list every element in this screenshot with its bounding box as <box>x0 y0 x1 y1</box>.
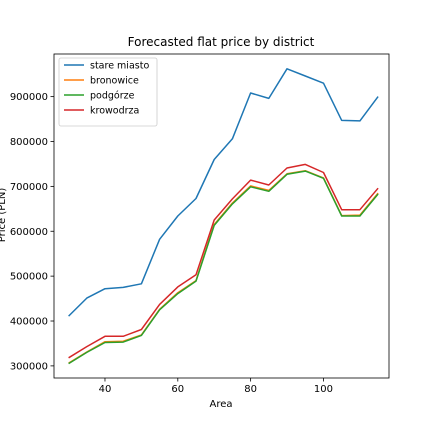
legend-box <box>58 57 158 127</box>
y-tick-label: 800000 <box>10 137 48 148</box>
y-tick-label: 900000 <box>10 92 48 103</box>
y-tick-label: 500000 <box>10 272 48 283</box>
x-axis-label: Area <box>209 399 232 410</box>
y-tick-label: 600000 <box>10 227 48 238</box>
y-axis-label: Price (PLN) <box>0 188 8 243</box>
plot-lines <box>68 68 379 365</box>
legend-entry: bronowice <box>90 76 139 87</box>
x-tick-label: 80 <box>244 384 257 395</box>
y-axis: 300000 400000 500000 600000 700000 800000 9000… <box>10 92 54 372</box>
series-line-3 <box>68 163 379 359</box>
x-tick-label: 60 <box>171 384 184 395</box>
series-line-2 <box>68 170 379 365</box>
y-tick-label: 400000 <box>10 317 48 328</box>
legend-entry: stare miasto <box>90 61 149 72</box>
series-line-1 <box>68 169 379 364</box>
legend: stare miasto bronowice podgórze krowodrza <box>58 57 158 127</box>
legend-entry: podgórze <box>90 91 135 102</box>
y-tick-label: 300000 <box>10 361 48 372</box>
legend-entry: krowodrza <box>90 106 139 117</box>
plot-frame <box>53 53 390 379</box>
y-tick-label: 700000 <box>10 182 48 193</box>
x-tick-label: 40 <box>99 384 112 395</box>
x-tick-label: 100 <box>314 384 333 395</box>
x-axis: 40 60 80 100 <box>99 378 333 395</box>
series-line-0 <box>68 68 379 317</box>
chart-title: Forecasted flat price by district <box>128 35 315 49</box>
